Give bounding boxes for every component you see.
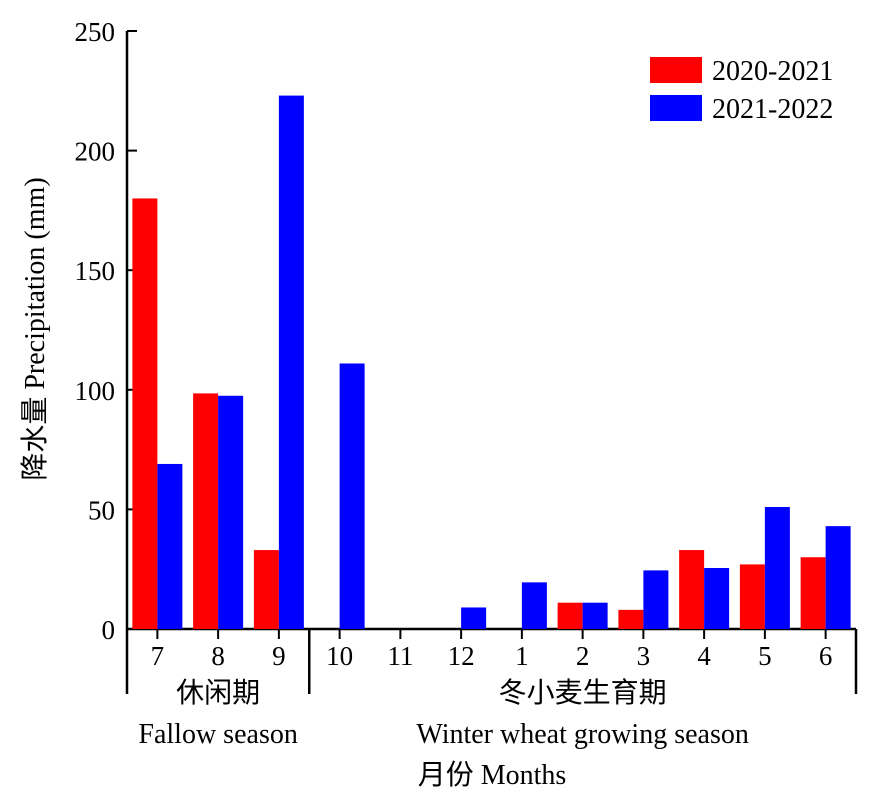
bar-2021-2022-9 <box>278 95 304 630</box>
bar-2021-2022-1 <box>521 582 547 629</box>
x-axis-label: 月份 Months <box>418 759 567 791</box>
legend-label-2021-2022: 2021-2022 <box>712 94 833 125</box>
y-tick-label: 0 <box>102 615 116 645</box>
legend-swatch-2020-2021 <box>650 57 702 83</box>
bar-2020-2021-3 <box>618 609 644 629</box>
bar-2020-2021-2 <box>557 602 583 629</box>
bar-2021-2022-6 <box>825 526 851 629</box>
bar-2020-2021-6 <box>800 557 826 629</box>
y-tick-label: 250 <box>75 17 116 47</box>
group-label-en: Fallow season <box>138 719 297 750</box>
x-tick-label: 7 <box>151 641 165 671</box>
bar-2021-2022-3 <box>643 570 669 629</box>
bars <box>132 95 851 630</box>
x-tick-label: 6 <box>819 641 833 671</box>
x-tick-label: 8 <box>211 641 225 671</box>
bar-2020-2021-7 <box>132 198 158 629</box>
legend-swatch-2021-2022 <box>650 95 702 121</box>
axes <box>125 31 856 631</box>
bar-2021-2022-8 <box>218 395 244 629</box>
x-tick-label: 12 <box>448 641 475 671</box>
x-tick-label: 4 <box>697 641 711 671</box>
group-label-cn: 冬小麦生育期 <box>499 677 667 709</box>
group-label-cn: 休闲期 <box>176 677 260 709</box>
legend: 2020-2021 2021-2022 <box>650 56 833 125</box>
y-tick-label: 100 <box>75 376 116 406</box>
x-tick-label: 1 <box>515 641 529 671</box>
bar-2020-2021-8 <box>193 393 219 629</box>
x-tick-label: 10 <box>326 641 353 671</box>
bar-2021-2022-5 <box>764 507 790 629</box>
y-tick-label: 200 <box>75 137 116 167</box>
x-tick-label: 3 <box>637 641 651 671</box>
y-axis-label: 降水量 Precipitation (mm) <box>19 177 51 480</box>
bar-2021-2022-4 <box>704 568 730 629</box>
x-ticks: 7 8 9 10 11 12 1 2 3 4 5 6 <box>151 629 833 671</box>
x-tick-label: 11 <box>387 641 413 671</box>
bar-2021-2022-2 <box>582 602 608 629</box>
bar-2021-2022-10 <box>339 363 365 629</box>
legend-label-2020-2021: 2020-2021 <box>712 56 833 87</box>
x-tick-label: 9 <box>272 641 286 671</box>
bar-2021-2022-12 <box>461 607 487 629</box>
group-label-en: Winter wheat growing season <box>416 719 748 750</box>
y-tick-label: 150 <box>75 256 116 286</box>
y-tick-label: 50 <box>88 495 115 525</box>
bar-2020-2021-9 <box>253 550 279 629</box>
x-tick-label: 2 <box>576 641 590 671</box>
season-groups: 休闲期 Fallow season 冬小麦生育期 Winter wheat growi… <box>125 629 858 750</box>
x-tick-label: 5 <box>758 641 772 671</box>
y-ticks: 0 50 100 150 200 250 <box>75 17 137 645</box>
bar-2020-2021-4 <box>679 550 705 629</box>
bar-2020-2021-5 <box>739 564 765 629</box>
bar-2021-2022-7 <box>157 463 183 629</box>
